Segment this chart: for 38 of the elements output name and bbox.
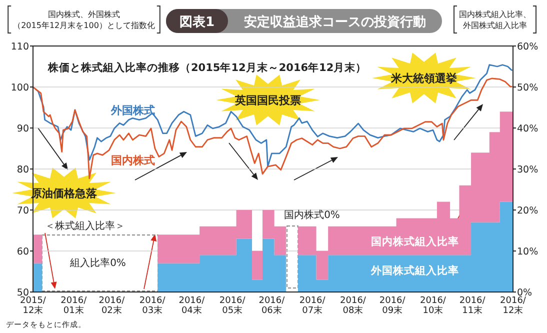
y2-tick-label: 30%: [517, 164, 538, 176]
chart-title: 安定収益追求コースの投資行動: [244, 14, 426, 30]
x-tick-label: 2016/05末: [219, 296, 246, 316]
annotation: 国内株式0%: [284, 209, 340, 221]
y-tick-label: 90: [16, 124, 29, 134]
series-label: 外国株式組入比率: [370, 264, 459, 277]
annotation: 組入比率0%: [69, 257, 126, 269]
x-tick-label: 2016/06末: [258, 296, 286, 316]
x-tick-label: 2016/09末: [379, 296, 406, 316]
x-tick-label: 2016/11末: [459, 296, 486, 316]
y2-tick-label: 60%: [517, 42, 538, 52]
text: 株価と株式組入比率の推移（2015年12月末～2016年12月末）: [47, 61, 367, 74]
x-tick-label: 2016/03末: [139, 296, 166, 316]
series-label: 国内株式: [111, 154, 155, 167]
x-tick-label: 2016/01末: [60, 296, 88, 316]
x-tick-label: 2016/10末: [420, 296, 447, 316]
x-tick-label: 2016/12末: [500, 296, 527, 316]
y2-tick-label: 20%: [517, 206, 538, 216]
y-tick-label: 110: [10, 42, 29, 52]
y2-tick-label: 40%: [517, 124, 538, 134]
annotation: 英国国民投票: [234, 94, 301, 107]
x-tick-label: 2016/08末: [340, 296, 367, 316]
y-tick-label: 60: [16, 246, 29, 258]
x-tick-label: 2016/07末: [299, 296, 326, 316]
y-tick-label: 100: [10, 82, 29, 94]
x-tick-label: 2016/04末: [178, 296, 206, 316]
y-tick-label: 80: [16, 164, 29, 176]
y2-tick-label: 50%: [517, 82, 538, 94]
annotation: ＜株式組入比率＞: [45, 220, 125, 232]
y-axis-title: 国内株式、外国株式（2015年12月末を100）として指数化: [13, 10, 155, 30]
y2-tick-label: 10%: [517, 246, 538, 258]
x-tick-label: 2016/02末: [98, 296, 126, 316]
x-tick-label: 2015/12末: [20, 296, 47, 316]
y-tick-label: 70: [16, 206, 29, 216]
annotation: 米大統領選挙: [390, 72, 457, 85]
series-label: 国内株式組入比率: [371, 235, 459, 248]
y2-axis-title: 国内株式組入比率、外国株式組入比率: [459, 10, 531, 30]
text: 図表1: [179, 15, 215, 30]
